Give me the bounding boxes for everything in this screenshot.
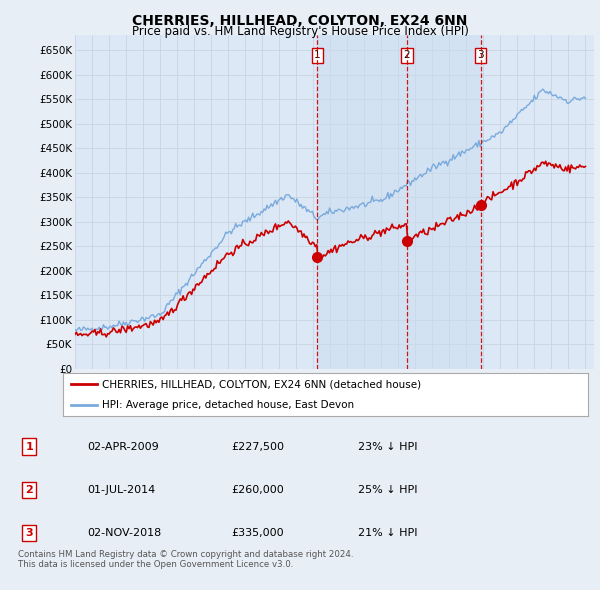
Text: CHERRIES, HILLHEAD, COLYTON, EX24 6NN: CHERRIES, HILLHEAD, COLYTON, EX24 6NN bbox=[133, 14, 467, 28]
Text: 01-JUL-2014: 01-JUL-2014 bbox=[87, 485, 155, 495]
Bar bbox=[317, 35, 481, 369]
Text: £260,000: £260,000 bbox=[231, 485, 284, 495]
Text: 3: 3 bbox=[25, 528, 33, 538]
Text: Price paid vs. HM Land Registry's House Price Index (HPI): Price paid vs. HM Land Registry's House … bbox=[131, 25, 469, 38]
Text: 1: 1 bbox=[314, 50, 321, 60]
Text: 25% ↓ HPI: 25% ↓ HPI bbox=[358, 485, 417, 495]
Text: HPI: Average price, detached house, East Devon: HPI: Average price, detached house, East… bbox=[103, 401, 355, 410]
Text: 02-APR-2009: 02-APR-2009 bbox=[87, 442, 158, 452]
Text: 1: 1 bbox=[25, 442, 33, 452]
Text: 23% ↓ HPI: 23% ↓ HPI bbox=[358, 442, 417, 452]
Text: 21% ↓ HPI: 21% ↓ HPI bbox=[358, 528, 417, 538]
Text: £227,500: £227,500 bbox=[231, 442, 284, 452]
Text: 02-NOV-2018: 02-NOV-2018 bbox=[87, 528, 161, 538]
Text: CHERRIES, HILLHEAD, COLYTON, EX24 6NN (detached house): CHERRIES, HILLHEAD, COLYTON, EX24 6NN (d… bbox=[103, 379, 421, 389]
Text: £335,000: £335,000 bbox=[231, 528, 284, 538]
Text: Contains HM Land Registry data © Crown copyright and database right 2024.
This d: Contains HM Land Registry data © Crown c… bbox=[18, 550, 353, 569]
Text: 2: 2 bbox=[25, 485, 33, 495]
Text: 2: 2 bbox=[404, 50, 410, 60]
Text: 3: 3 bbox=[477, 50, 484, 60]
